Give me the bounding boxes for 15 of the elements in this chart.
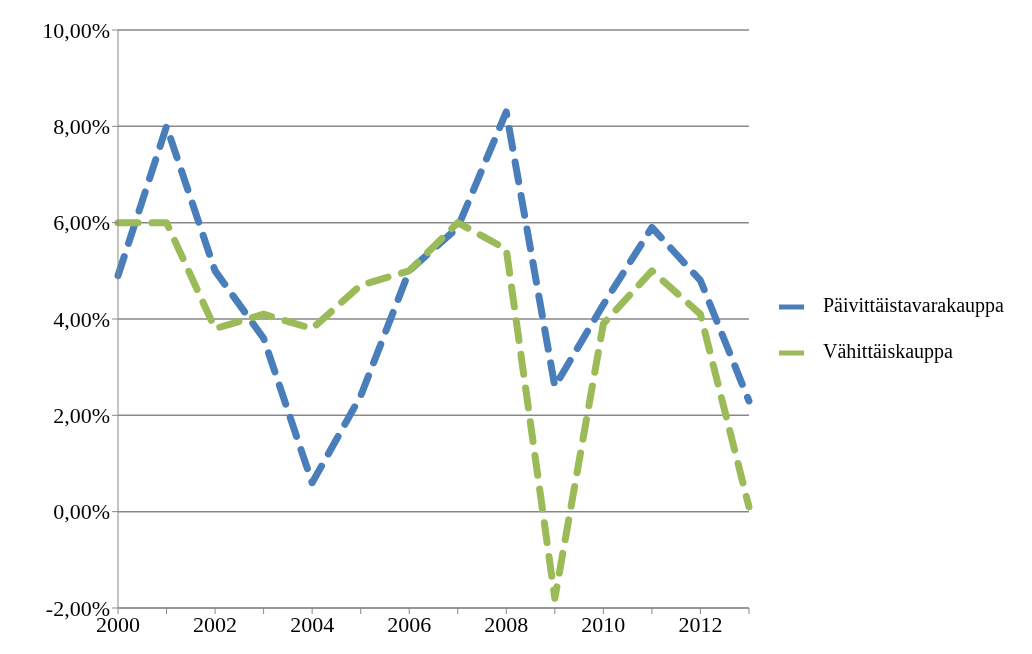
- legend-label: Päivittäistavarakauppa: [822, 294, 1004, 316]
- y-tick-label: 2,00%: [53, 403, 110, 429]
- y-tick-label: 8,00%: [53, 114, 110, 140]
- y-tick-label: 0,00%: [53, 499, 110, 525]
- x-tick-label: 2006: [387, 611, 432, 637]
- y-tick-label: -2,00%: [45, 595, 110, 621]
- legend-label: Vähittäiskauppa: [822, 340, 953, 362]
- y-tick-label: 6,00%: [53, 210, 110, 236]
- x-tick-label: 2002: [193, 611, 238, 637]
- x-tick-label: 2010: [581, 611, 626, 637]
- x-tick-label: 2008: [484, 611, 529, 637]
- y-tick-label: 10,00%: [42, 17, 110, 43]
- x-tick-label: 2012: [678, 611, 723, 637]
- x-tick-label: 2004: [290, 611, 335, 637]
- y-tick-label: 4,00%: [53, 306, 110, 332]
